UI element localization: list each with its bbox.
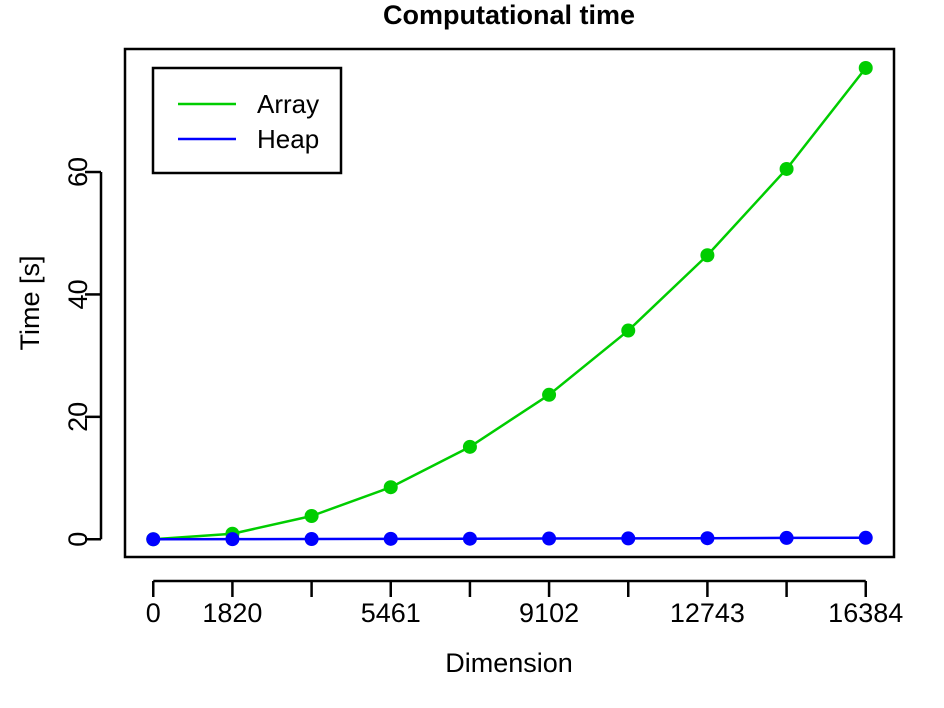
heap-data-point [700, 531, 715, 546]
array-series-line [153, 67, 867, 541]
x-axis-label: Dimension [445, 648, 573, 678]
x-axis: 0 1820 5461 9102 12743 16384 [146, 579, 903, 628]
heap-data-point [779, 530, 794, 545]
array-data-point [858, 60, 873, 75]
legend-array-label: Array [257, 89, 319, 119]
heap-data-point [542, 531, 557, 546]
heap-data-point [225, 532, 240, 547]
chart-title: Computational time [383, 0, 635, 30]
x-tick-label: 0 [146, 598, 161, 628]
array-data-point [383, 480, 398, 495]
y-tick-label: 20 [63, 402, 93, 432]
y-tick-label: 40 [63, 279, 93, 309]
array-data-point [700, 248, 715, 263]
y-axis: 0 20 40 60 [63, 157, 103, 547]
x-tick-label: 16384 [828, 598, 903, 628]
y-tick-label: 60 [63, 157, 93, 187]
array-data-point [304, 508, 319, 523]
array-data-point [779, 161, 794, 176]
heap-data-point [858, 530, 873, 545]
x-tick-label: 12743 [670, 598, 745, 628]
heap-data-point [383, 531, 398, 546]
x-tick-label: 1820 [202, 598, 262, 628]
heap-data-point [462, 531, 477, 546]
array-data-point [621, 323, 636, 338]
legend-heap-label: Heap [257, 124, 319, 154]
x-tick-label: 9102 [519, 598, 579, 628]
series-layer [146, 60, 873, 547]
array-data-point [542, 387, 557, 402]
x-tick-label: 5461 [361, 598, 421, 628]
heap-series-line [153, 536, 866, 541]
heap-data-point [146, 532, 161, 547]
y-tick-label: 0 [63, 532, 93, 547]
y-axis-label: Time [s] [15, 255, 45, 350]
legend-box [151, 66, 343, 175]
array-data-point [462, 439, 477, 454]
heap-data-point [621, 531, 636, 546]
legend: Array Heap [151, 66, 343, 175]
heap-data-point [304, 532, 319, 547]
plot-frame [123, 47, 896, 559]
